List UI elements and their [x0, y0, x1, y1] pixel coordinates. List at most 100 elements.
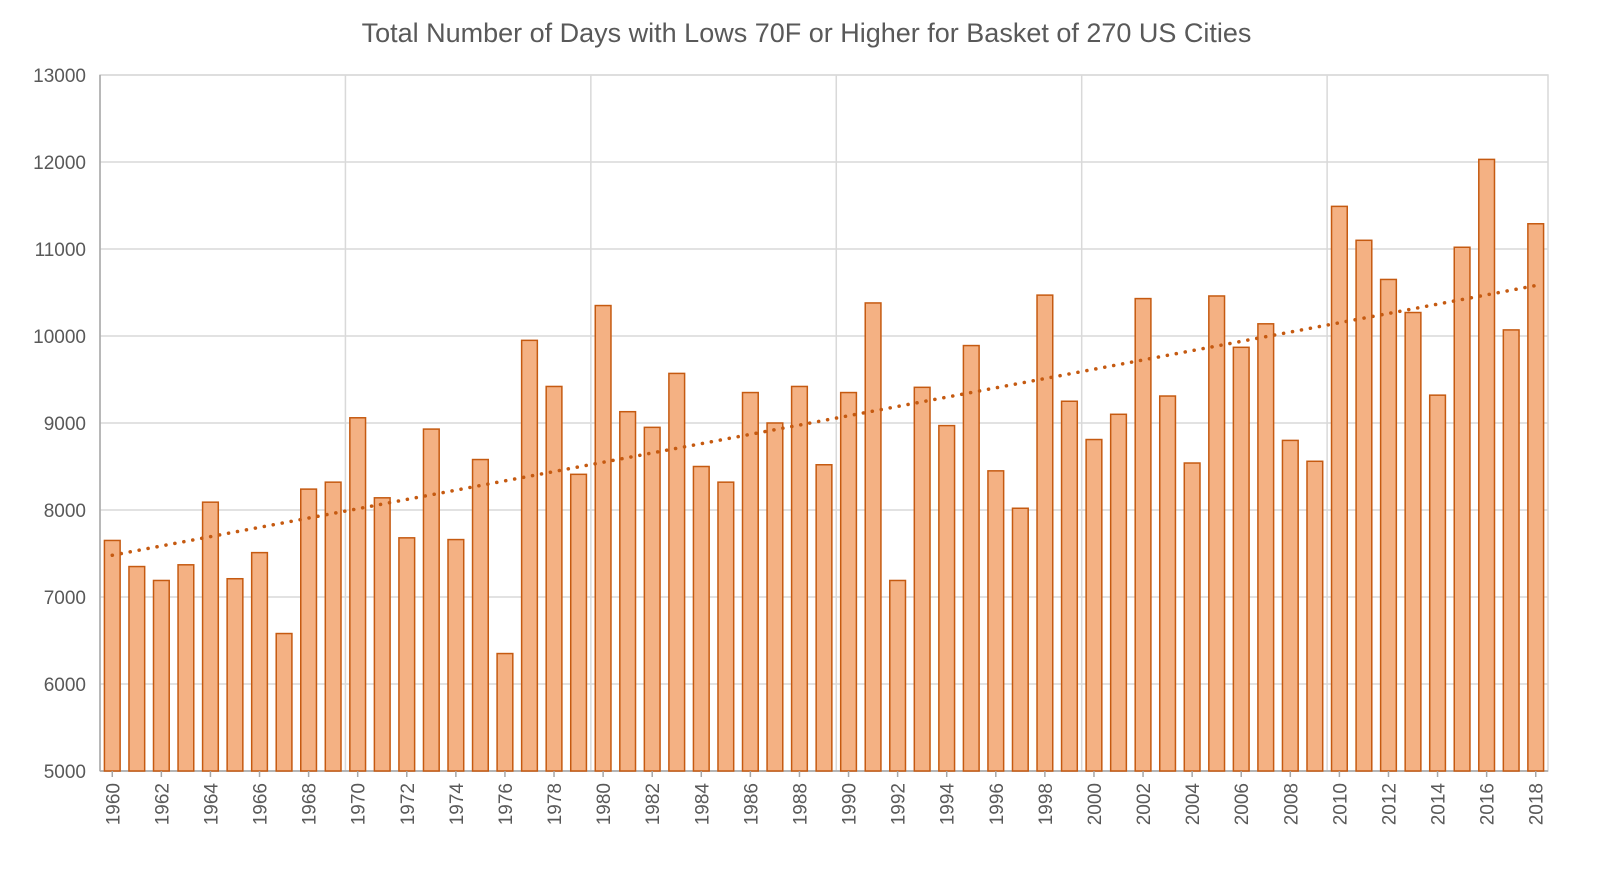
- bar-2005: [1208, 295, 1226, 772]
- bar-1975: [471, 458, 490, 772]
- x-tick-label: 1976: [496, 783, 517, 825]
- x-tick-label: 1988: [790, 783, 811, 825]
- bar-1978: [545, 385, 563, 772]
- bar-2017: [1502, 329, 1520, 772]
- bar-1996: [987, 470, 1005, 772]
- bar-1972: [398, 537, 416, 772]
- x-tick-label: 2012: [1379, 783, 1400, 825]
- x-tick-label: 2002: [1134, 783, 1155, 825]
- bar-1977: [520, 339, 539, 772]
- bar-2012: [1379, 278, 1398, 772]
- bar-2010: [1330, 205, 1348, 772]
- bar-1986: [741, 391, 759, 772]
- x-tick-label: 1968: [300, 783, 321, 825]
- x-tick-label: 1972: [398, 783, 419, 825]
- x-tick-label: 2018: [1527, 783, 1548, 825]
- x-tick-label: 1970: [349, 783, 370, 825]
- bar-1982: [643, 426, 661, 772]
- bar-2006: [1232, 346, 1250, 772]
- bar-2018: [1527, 223, 1545, 772]
- bar-2011: [1355, 239, 1373, 772]
- bar-1981: [619, 410, 637, 772]
- x-tick-label: 1994: [938, 783, 959, 826]
- x-tick-label: 2010: [1330, 783, 1351, 825]
- y-tick-label: 13000: [33, 66, 86, 87]
- bar-1990: [839, 391, 858, 772]
- x-tick-label: 1966: [251, 783, 272, 825]
- x-tick-label: 1978: [545, 783, 566, 825]
- bar-1967: [275, 632, 293, 772]
- bar-1964: [201, 501, 220, 772]
- x-tick-label: 1992: [889, 783, 910, 825]
- bar-2004: [1183, 462, 1201, 772]
- bar-1991: [864, 302, 882, 772]
- x-tick-label: 1960: [103, 783, 124, 825]
- bar-1984: [692, 465, 710, 772]
- y-tick-label: 7000: [44, 588, 86, 609]
- bar-2013: [1404, 311, 1422, 772]
- x-tick-label: 2014: [1429, 783, 1450, 826]
- bar-1995: [962, 344, 980, 772]
- bar-1966: [250, 551, 269, 772]
- bar-2007: [1257, 323, 1275, 772]
- y-tick-label: 9000: [44, 414, 86, 435]
- bar-1994: [938, 424, 956, 772]
- x-tick-label: 2016: [1478, 783, 1499, 825]
- x-tick-label: 1998: [1036, 783, 1057, 825]
- bar-1970: [349, 417, 367, 772]
- x-tick-label: 2008: [1281, 783, 1302, 825]
- bar-1962: [152, 579, 170, 772]
- bar-2014: [1428, 394, 1447, 772]
- bar-1974: [447, 538, 465, 772]
- bar-2003: [1158, 395, 1177, 772]
- x-tick-label: 1980: [594, 783, 615, 825]
- bar-2001: [1109, 413, 1128, 772]
- bar-1961: [128, 565, 146, 772]
- y-tick-label: 12000: [33, 153, 86, 174]
- bar-1969: [324, 481, 342, 772]
- x-tick-label: 1974: [447, 783, 468, 826]
- x-tick-label: 1996: [987, 783, 1008, 825]
- x-tick-label: 1984: [692, 783, 713, 826]
- bar-1965: [226, 577, 244, 772]
- bar-1968: [300, 488, 318, 772]
- bar-1979: [569, 473, 588, 772]
- bar-1993: [913, 386, 931, 772]
- bar-1999: [1060, 400, 1079, 772]
- bar-1998: [1036, 294, 1054, 772]
- bar-1960: [103, 539, 121, 772]
- bar-1992: [889, 579, 907, 772]
- bar-1963: [177, 564, 195, 772]
- chart-title: Total Number of Days with Lows 70F or Hi…: [361, 18, 1252, 48]
- bar-1976: [496, 652, 514, 772]
- bar-1971: [373, 497, 391, 772]
- x-tick-label: 2000: [1085, 783, 1106, 825]
- bar-2015: [1453, 246, 1471, 772]
- x-tick-label: 1962: [152, 783, 173, 825]
- bar-2016: [1478, 158, 1496, 772]
- bar-1988: [790, 385, 809, 772]
- y-tick-label: 8000: [44, 501, 86, 522]
- y-tick-label: 5000: [44, 762, 86, 783]
- bar-2008: [1281, 439, 1299, 772]
- x-tick-label: 2004: [1183, 783, 1204, 826]
- x-tick-label: 1964: [201, 783, 222, 826]
- bar-1973: [422, 428, 440, 772]
- bar-1997: [1011, 507, 1029, 772]
- x-tick-label: 1990: [840, 783, 861, 825]
- bar-2002: [1134, 297, 1152, 772]
- bar-1980: [594, 304, 612, 772]
- bar-1985: [717, 481, 735, 772]
- y-tick-label: 6000: [44, 675, 86, 696]
- x-tick-label: 1982: [643, 783, 664, 825]
- bar-1987: [766, 422, 784, 772]
- bar-1989: [815, 464, 833, 772]
- x-tick-label: 2006: [1232, 783, 1253, 825]
- y-tick-label: 10000: [33, 327, 86, 348]
- y-tick-label: 11000: [35, 240, 86, 261]
- bar-1983: [668, 372, 686, 772]
- bar-2000: [1085, 438, 1103, 772]
- x-tick-label: 1986: [741, 783, 762, 825]
